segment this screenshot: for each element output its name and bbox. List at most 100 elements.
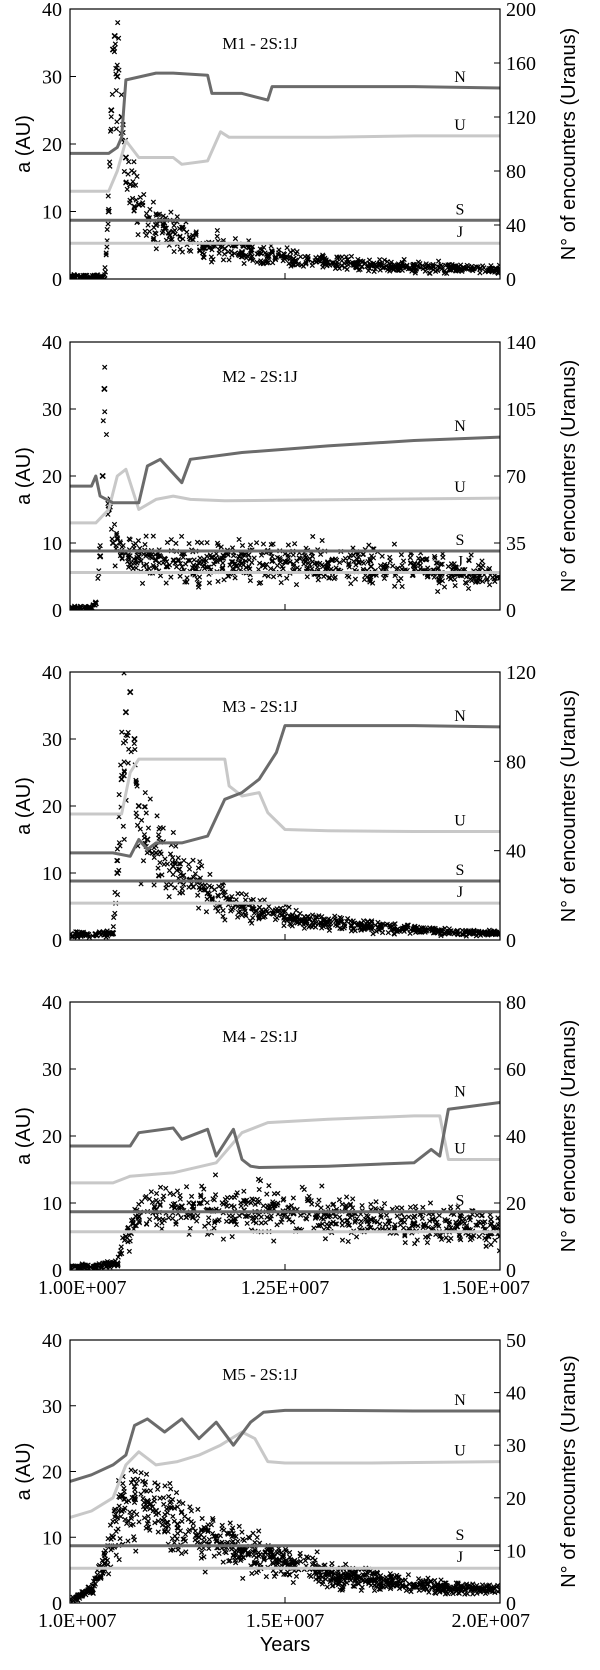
encounter-point [127, 537, 133, 543]
encounter-point [293, 1573, 300, 1579]
encounter-point [434, 566, 441, 572]
encounter-point [199, 1528, 205, 1534]
encounter-point [301, 1186, 307, 1193]
encounter-point [402, 1577, 408, 1583]
encounter-point [475, 1222, 481, 1228]
encounter-point [286, 1217, 292, 1223]
encounter-point [116, 1503, 122, 1509]
y-left-tick-label: 20 [42, 466, 62, 488]
encounter-point [164, 1519, 170, 1525]
encounter-point [269, 248, 275, 254]
encounter-point [138, 817, 145, 823]
encounter-point [112, 910, 118, 916]
encounter-point [70, 933, 77, 940]
encounter-point [306, 924, 312, 930]
encounter-point [465, 585, 472, 592]
encounter-point [267, 1216, 274, 1222]
encounter-point [375, 924, 381, 930]
encounter-point [415, 561, 421, 567]
encounter-point [116, 791, 122, 798]
encounter-point [332, 1221, 338, 1227]
encounter-point [271, 1573, 278, 1579]
encounter-point [98, 1265, 104, 1270]
y-left-tick-label: 10 [42, 1193, 62, 1215]
encounter-marker [135, 802, 142, 810]
encounter-point [452, 576, 458, 583]
encounter-point [325, 1204, 331, 1210]
plot-area [70, 364, 500, 610]
encounter-point [125, 1538, 131, 1544]
encounter-point [435, 1585, 442, 1591]
encounter-point [345, 256, 351, 263]
encounter-marker [131, 1494, 138, 1501]
encounter-point [274, 1222, 280, 1228]
encounter-point [153, 1214, 159, 1221]
series-label-n: N [454, 708, 466, 725]
encounter-point [249, 559, 255, 566]
encounter-point [162, 1529, 168, 1535]
encounter-point [100, 418, 106, 424]
encounter-point [175, 855, 181, 861]
encounter-point [261, 897, 268, 903]
encounter-point [466, 558, 472, 564]
encounter-point [290, 552, 296, 558]
encounter-point [108, 114, 114, 120]
encounter-point [263, 1573, 269, 1580]
encounter-point [179, 249, 186, 255]
encounter-point [118, 1513, 124, 1520]
encounter-point [255, 566, 262, 573]
y-right-axis-label: N° of encounters (Uranus) [558, 28, 580, 261]
encounter-point [290, 1219, 296, 1225]
y-left-tick-label: 10 [42, 1527, 62, 1549]
encounter-point [205, 1522, 211, 1528]
encounter-point [152, 1480, 158, 1486]
encounter-point [154, 1486, 161, 1492]
encounter-point [112, 41, 118, 47]
encounter-point [446, 1219, 453, 1225]
encounter-point [134, 1476, 141, 1482]
encounter-point [304, 918, 310, 924]
encounter-point [249, 1215, 256, 1221]
encounter-point [176, 860, 182, 867]
encounter-point [187, 1225, 193, 1232]
encounter-point [154, 813, 160, 819]
encounter-point [190, 1200, 197, 1206]
encounter-point [238, 254, 245, 260]
encounter-point [299, 918, 305, 924]
encounter-point [112, 1514, 118, 1520]
encounter-marker [170, 863, 177, 870]
encounter-marker [127, 688, 134, 696]
encounter-point [251, 555, 257, 561]
encounter-point [203, 909, 210, 915]
encounter-point [487, 1588, 493, 1594]
encounter-marker [152, 1507, 160, 1515]
encounter-point [333, 1578, 339, 1584]
encounter-point [417, 929, 423, 935]
encounter-point [268, 566, 274, 572]
encounter-point [479, 558, 485, 564]
encounter-marker [496, 265, 500, 273]
encounter-point [214, 1538, 220, 1545]
encounter-point [120, 823, 126, 829]
encounter-point [134, 173, 140, 180]
encounter-point [174, 214, 180, 220]
encounter-point [432, 1577, 438, 1584]
encounter-point [170, 1513, 176, 1520]
encounter-point [104, 244, 110, 250]
encounter-point [201, 1554, 207, 1560]
encounter-point [351, 558, 357, 565]
encounter-point [232, 1216, 238, 1222]
series-label-j: J [457, 884, 463, 901]
encounter-point [219, 1522, 225, 1529]
encounter-point [417, 261, 423, 267]
encounter-point [123, 732, 129, 738]
series-u-line [70, 1114, 500, 1185]
y-left-tick-label: 40 [42, 0, 62, 21]
encounter-point [384, 921, 390, 927]
encounter-point [284, 1569, 291, 1575]
encounter-point [194, 539, 201, 545]
encounter-point [354, 1579, 360, 1585]
encounter-point [379, 261, 385, 268]
encounter-point [185, 557, 191, 564]
encounter-point [169, 1496, 176, 1503]
